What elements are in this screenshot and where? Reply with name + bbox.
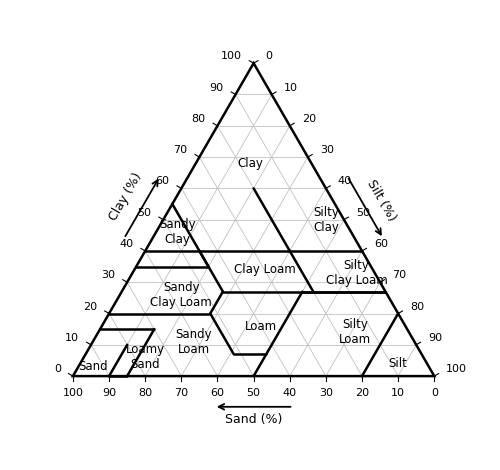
Text: 80: 80 — [138, 388, 152, 398]
Text: 40: 40 — [282, 388, 297, 398]
Text: 30: 30 — [319, 388, 333, 398]
Text: 10: 10 — [65, 333, 79, 343]
Text: 20: 20 — [355, 388, 369, 398]
Text: 70: 70 — [174, 388, 188, 398]
Text: Sandy
Clay: Sandy Clay — [160, 218, 196, 246]
Text: Clay: Clay — [237, 157, 263, 170]
Text: 70: 70 — [174, 145, 188, 155]
Text: 80: 80 — [410, 302, 424, 312]
Text: 100: 100 — [62, 388, 84, 398]
Text: 40: 40 — [119, 239, 134, 249]
Text: Loamy
Sand: Loamy Sand — [126, 343, 165, 371]
Text: Silty
Clay: Silty Clay — [313, 206, 339, 234]
Text: Sandy
Clay Loam: Sandy Clay Loam — [150, 281, 212, 309]
Text: Silty
Clay Loam: Silty Clay Loam — [326, 259, 388, 287]
Text: 20: 20 — [302, 114, 316, 124]
Text: 60: 60 — [374, 239, 388, 249]
Text: Silt (%): Silt (%) — [364, 178, 399, 224]
Text: 90: 90 — [102, 388, 116, 398]
Text: 50: 50 — [356, 208, 370, 218]
Text: Clay Loam: Clay Loam — [234, 263, 296, 276]
Text: 80: 80 — [192, 114, 205, 124]
Text: 90: 90 — [210, 83, 224, 93]
Text: 50: 50 — [138, 208, 151, 218]
Text: 20: 20 — [83, 302, 97, 312]
Text: Sand (%): Sand (%) — [225, 413, 282, 426]
Text: 70: 70 — [392, 270, 406, 281]
Text: Sandy
Loam: Sandy Loam — [176, 328, 212, 356]
Text: Clay (%): Clay (%) — [106, 171, 144, 223]
Text: 30: 30 — [102, 270, 116, 281]
Text: 10: 10 — [391, 388, 405, 398]
Text: Silt: Silt — [388, 357, 407, 370]
Text: 100: 100 — [220, 51, 242, 61]
Text: 50: 50 — [246, 388, 260, 398]
Text: 10: 10 — [284, 83, 298, 93]
Text: 100: 100 — [446, 364, 467, 374]
Text: 40: 40 — [338, 177, 352, 187]
Text: Loam: Loam — [245, 320, 277, 333]
Text: Sand: Sand — [78, 360, 108, 373]
Text: 0: 0 — [54, 364, 61, 374]
Text: Silty
Loam: Silty Loam — [338, 318, 371, 346]
Text: 0: 0 — [266, 51, 272, 61]
Text: 60: 60 — [156, 177, 170, 187]
Text: 90: 90 — [428, 333, 442, 343]
Text: 0: 0 — [431, 388, 438, 398]
Text: 30: 30 — [320, 145, 334, 155]
Text: 60: 60 — [210, 388, 224, 398]
